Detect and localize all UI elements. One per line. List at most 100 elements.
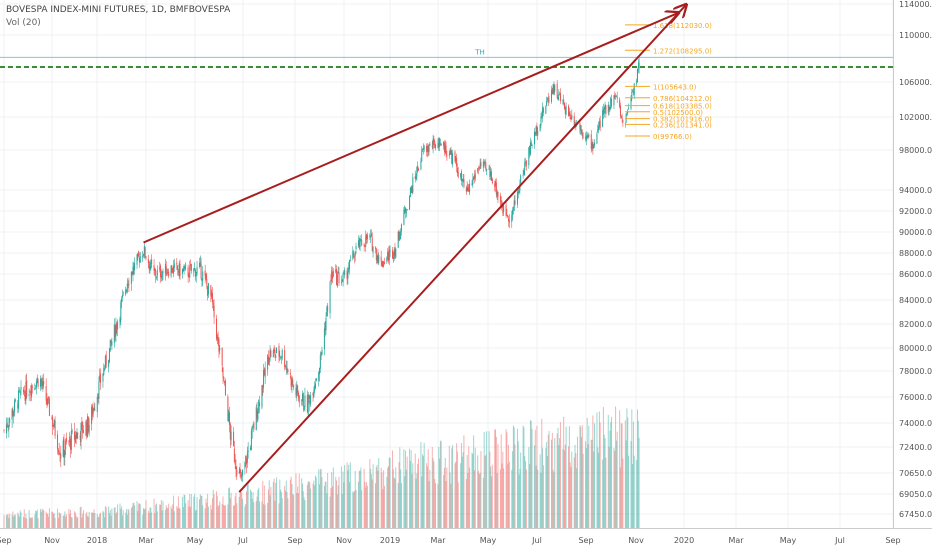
volume-bar xyxy=(568,446,570,528)
candle-body xyxy=(228,412,230,425)
candle-body xyxy=(395,248,397,258)
volume-bar xyxy=(74,512,76,528)
candle-body xyxy=(353,256,355,258)
volume-bar xyxy=(474,447,476,528)
candle-body xyxy=(602,108,604,115)
candle-body xyxy=(500,200,502,207)
volume-bar xyxy=(139,504,141,528)
candle-body xyxy=(296,385,298,396)
candle-body xyxy=(24,394,26,401)
volume-bar xyxy=(105,507,107,528)
volume-bar xyxy=(65,516,67,528)
volume-bar xyxy=(53,513,55,528)
candle-body xyxy=(284,365,286,368)
volume-bar xyxy=(335,477,337,528)
candle-body xyxy=(404,209,406,212)
candle-body xyxy=(386,257,388,263)
candle-body xyxy=(383,262,385,265)
volume-bar xyxy=(17,512,19,528)
volume-bar xyxy=(591,439,593,528)
volume-bar xyxy=(207,506,209,528)
candle-body xyxy=(400,224,402,232)
candle-body xyxy=(162,271,164,273)
volume-bar xyxy=(349,462,351,528)
volume-bar xyxy=(495,429,497,528)
candle-body xyxy=(443,141,445,146)
time-tick-label: May xyxy=(187,536,204,545)
candle-body xyxy=(557,97,559,100)
time-tick-label: Jul xyxy=(531,536,542,545)
candle-body xyxy=(75,436,77,440)
candle-body xyxy=(553,85,555,93)
volume-bar xyxy=(275,482,277,528)
volume-bar xyxy=(522,425,524,528)
volume-bar xyxy=(173,495,175,528)
volume-bar xyxy=(341,493,343,528)
candle-body xyxy=(499,195,501,202)
candle-body xyxy=(82,421,84,433)
volume-bar xyxy=(412,463,414,528)
volume-bar xyxy=(65,514,67,528)
volume-bar xyxy=(229,498,231,528)
candle-body xyxy=(548,100,550,102)
chart-title: BOVESPA INDEX-MINI FUTURES, 1D, BMFBOVES… xyxy=(6,5,231,15)
volume-bar xyxy=(327,473,329,528)
candle-body xyxy=(611,98,613,106)
candle-body xyxy=(272,350,274,358)
candle-body xyxy=(276,347,278,354)
candle-body xyxy=(347,272,349,278)
volume-bar xyxy=(26,518,28,528)
volume-bar xyxy=(434,478,436,528)
candle-body xyxy=(598,121,600,127)
fib-level-label: 0.5(102500.0) xyxy=(653,109,703,117)
volume-bar xyxy=(97,517,99,528)
volume-bar xyxy=(161,510,163,528)
candle-body xyxy=(28,393,30,396)
candle-body xyxy=(91,406,93,424)
candle-body xyxy=(473,176,475,180)
candle-body xyxy=(17,403,19,408)
candle-body xyxy=(76,432,78,439)
candle-body xyxy=(196,267,198,274)
candle-body xyxy=(488,168,490,170)
candle-body xyxy=(393,250,395,259)
candle-body xyxy=(88,424,90,433)
candle-body xyxy=(227,396,229,421)
candle-body xyxy=(563,103,565,110)
time-tick-label: Jul xyxy=(834,536,845,545)
volume-bar xyxy=(159,504,161,528)
candle-body xyxy=(188,274,190,278)
time-tick-label: Jul xyxy=(237,536,248,545)
candle-body xyxy=(218,339,220,352)
candle-body xyxy=(324,327,326,331)
candle-body xyxy=(409,187,411,197)
volume-bar xyxy=(291,483,293,528)
volume-bar xyxy=(120,508,122,528)
volume-bar xyxy=(103,512,105,528)
candle-body xyxy=(341,279,343,282)
candle-body xyxy=(412,177,414,193)
volume-bar xyxy=(310,488,312,528)
candle-body xyxy=(82,430,84,433)
candle-body xyxy=(222,367,224,378)
volume-bar xyxy=(616,431,618,528)
volume-bar xyxy=(257,489,259,528)
volume-bar xyxy=(111,508,113,528)
candle-body xyxy=(136,254,138,265)
volume-bar xyxy=(285,480,287,528)
candle-body xyxy=(94,409,96,411)
candle-body xyxy=(224,380,226,384)
volume-bar xyxy=(147,510,149,528)
candle-body xyxy=(280,356,282,358)
volume-bar xyxy=(184,495,186,528)
volume-bar xyxy=(495,436,497,528)
time-tick-label: 2018 xyxy=(87,536,107,545)
volume-bar xyxy=(315,477,317,528)
volume-bar xyxy=(177,508,179,528)
volume-bar xyxy=(633,455,635,528)
candle-body xyxy=(528,147,530,166)
candle-body xyxy=(420,160,422,170)
candle-body xyxy=(13,411,15,417)
candle-body xyxy=(104,356,106,368)
